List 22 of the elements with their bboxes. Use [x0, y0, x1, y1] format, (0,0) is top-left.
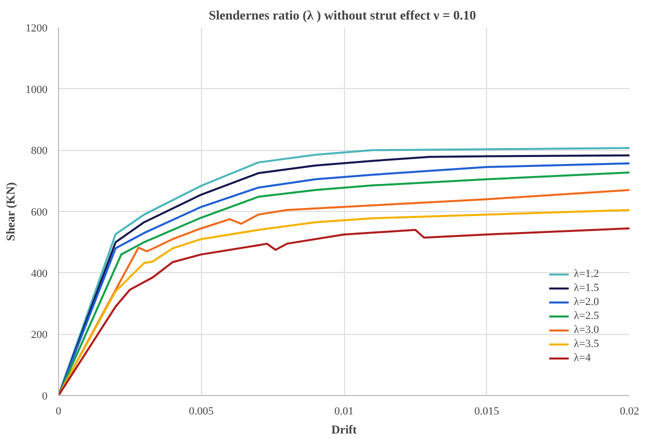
- y-tick-label: 0: [42, 390, 48, 402]
- y-tick-label: 400: [31, 268, 48, 280]
- chart-title: Slendernes ratio (λ ) without strut effect ν = 0.10: [208, 8, 476, 22]
- legend-label: λ=3.0: [574, 323, 599, 337]
- legend-label: λ=2.0: [574, 295, 599, 309]
- x-axis-title: Drift: [331, 422, 357, 436]
- y-tick-label: 200: [31, 329, 48, 342]
- legend-label: λ=4: [574, 351, 592, 365]
- legend-label: λ=1.5: [574, 281, 599, 295]
- x-tick-label: 0.015: [474, 406, 500, 418]
- legend-label: λ=1.2: [574, 267, 599, 281]
- x-tick-label: 0.02: [620, 406, 640, 418]
- x-tick-label: 0.01: [334, 406, 354, 418]
- y-tick-label: 1200: [26, 22, 48, 34]
- legend-label: λ=2.5: [574, 309, 599, 323]
- x-tick-label: 0.005: [188, 406, 214, 418]
- y-axis-title: Shear (KN): [4, 182, 18, 241]
- y-tick-label: 600: [31, 206, 48, 218]
- legend-label: λ=3.5: [574, 337, 599, 351]
- x-tick-label: 0: [56, 406, 62, 418]
- y-tick-label: 800: [31, 145, 48, 158]
- y-tick-label: 1000: [26, 84, 48, 96]
